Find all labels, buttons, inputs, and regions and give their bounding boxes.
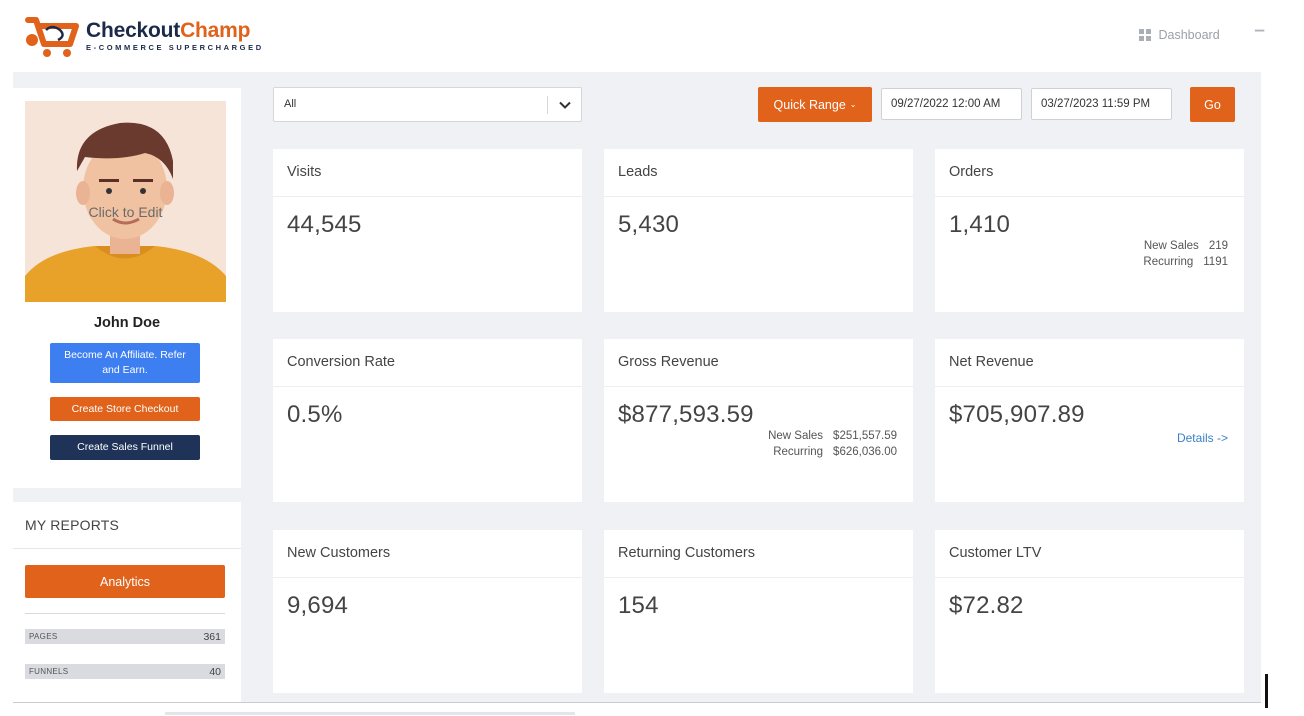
metric-value: $72.82 bbox=[949, 592, 1024, 619]
divider bbox=[273, 577, 582, 578]
divider bbox=[604, 577, 913, 578]
metric-sub-label: New Sales bbox=[1143, 240, 1199, 252]
metric-sub-new-sales: New Sales $251,557.59 bbox=[768, 430, 897, 442]
divider bbox=[25, 613, 225, 614]
metric-sub-value: $251,557.59 bbox=[833, 430, 897, 442]
store-filter-value: All bbox=[284, 98, 297, 110]
caret-down-icon: ⌄ bbox=[849, 100, 857, 109]
metric-value: $877,593.59 bbox=[618, 401, 754, 428]
logo-name: CheckoutChamp bbox=[86, 19, 251, 42]
metric-sub-recurring: Recurring $626,036.00 bbox=[773, 446, 897, 458]
top-header: CheckoutChamp E-COMMERCE SUPERCHARGED Da… bbox=[0, 0, 1304, 72]
logo-tagline: E-COMMERCE SUPERCHARGED bbox=[86, 43, 264, 52]
metric-title: New Customers bbox=[287, 545, 391, 561]
metric-title: Net Revenue bbox=[949, 354, 1034, 370]
nav-dashboard-link[interactable]: Dashboard bbox=[1139, 28, 1220, 42]
metric-sub-recurring: Recurring 1191 bbox=[1143, 256, 1228, 268]
create-store-checkout-button[interactable]: Create Store Checkout bbox=[50, 397, 200, 421]
metric-card-gross-revenue: Gross Revenue $877,593.59 New Sales $251… bbox=[604, 339, 913, 502]
metric-card-net-revenue: Net Revenue $705,907.89 Details -> bbox=[935, 339, 1244, 502]
quick-range-label: Quick Range bbox=[773, 97, 846, 112]
metric-title: Gross Revenue bbox=[618, 354, 719, 370]
metric-sub-label: New Sales bbox=[768, 430, 824, 442]
metric-value: 5,430 bbox=[618, 211, 680, 238]
divider bbox=[13, 548, 241, 549]
metric-value: 0.5% bbox=[287, 401, 343, 428]
metric-value: 154 bbox=[618, 592, 659, 619]
metric-value: 1,410 bbox=[949, 211, 1011, 238]
avatar[interactable]: Click to Edit bbox=[25, 101, 226, 302]
report-stat-label: FUNNELS bbox=[29, 667, 69, 676]
my-reports-title: MY REPORTS bbox=[25, 517, 120, 533]
analytics-button[interactable]: Analytics bbox=[25, 565, 225, 598]
logo[interactable]: CheckoutChamp E-COMMERCE SUPERCHARGED bbox=[22, 12, 264, 60]
metric-card-new-customers: New Customers 9,694 bbox=[273, 530, 582, 693]
user-name: John Doe bbox=[93, 315, 161, 331]
create-sales-funnel-button[interactable]: Create Sales Funnel bbox=[50, 435, 200, 460]
metric-value: 44,545 bbox=[287, 211, 362, 238]
divider bbox=[604, 196, 913, 197]
user-avatar-icon bbox=[25, 101, 226, 302]
date-to-input[interactable] bbox=[1031, 88, 1172, 120]
metric-card-conversion-rate: Conversion Rate 0.5% bbox=[273, 339, 582, 502]
date-from-input[interactable] bbox=[881, 88, 1022, 120]
my-reports-card: MY REPORTS Analytics PAGES 361 FUNNELS 4… bbox=[13, 502, 241, 702]
profile-card: Click to Edit John Doe Become An Affilia… bbox=[13, 88, 241, 488]
report-stat-value: 40 bbox=[209, 665, 221, 678]
become-affiliate-button[interactable]: Become An Affiliate. Refer and Earn. bbox=[50, 343, 200, 383]
divider bbox=[604, 386, 913, 387]
metric-title: Visits bbox=[287, 164, 322, 180]
metric-card-customer-ltv: Customer LTV $72.82 bbox=[935, 530, 1244, 693]
horizontal-scrollbar[interactable] bbox=[165, 712, 575, 715]
cart-logo-icon bbox=[25, 17, 79, 57]
divider bbox=[935, 386, 1244, 387]
metric-sub-label: Recurring bbox=[1143, 256, 1194, 268]
metric-sub-value: 1191 bbox=[1203, 256, 1228, 268]
text-cursor bbox=[1265, 674, 1268, 708]
metric-title: Orders bbox=[949, 164, 994, 180]
metric-card-orders: Orders 1,410 New Sales 219 Recurring 119… bbox=[935, 149, 1244, 312]
metric-title: Returning Customers bbox=[618, 545, 755, 561]
metric-title: Customer LTV bbox=[949, 545, 1042, 561]
divider bbox=[935, 196, 1244, 197]
metric-title: Leads bbox=[618, 164, 658, 180]
metric-card-visits: Visits 44,545 bbox=[273, 149, 582, 312]
bottom-divider bbox=[13, 702, 1261, 703]
quick-range-button[interactable]: Quick Range ⌄ bbox=[758, 87, 872, 122]
chevron-down-icon bbox=[559, 101, 571, 109]
go-button[interactable]: Go bbox=[1190, 87, 1235, 122]
divider bbox=[935, 577, 1244, 578]
report-stat-pages[interactable]: PAGES 361 bbox=[25, 629, 225, 644]
metric-sub-new-sales: New Sales 219 bbox=[1144, 240, 1228, 252]
metric-card-leads: Leads 5,430 bbox=[604, 149, 913, 312]
report-stat-value: 361 bbox=[203, 630, 221, 643]
select-separator bbox=[547, 96, 548, 114]
nav-overflow-icon[interactable]: ▔ bbox=[1255, 30, 1265, 44]
metric-value: 9,694 bbox=[287, 592, 349, 619]
metric-card-returning-customers: Returning Customers 154 bbox=[604, 530, 913, 693]
metric-sub-value: $626,036.00 bbox=[833, 446, 897, 458]
avatar-edit-hint: Click to Edit bbox=[88, 204, 163, 220]
grid-icon bbox=[1139, 29, 1151, 41]
divider bbox=[273, 196, 582, 197]
report-stat-funnels[interactable]: FUNNELS 40 bbox=[25, 664, 225, 679]
nav-dashboard-label: Dashboard bbox=[1158, 28, 1220, 42]
store-filter-select[interactable]: All bbox=[273, 87, 582, 122]
report-stat-label: PAGES bbox=[29, 632, 58, 641]
metric-sub-label: Recurring bbox=[773, 446, 824, 458]
metric-value: $705,907.89 bbox=[949, 401, 1085, 428]
divider bbox=[273, 386, 582, 387]
net-revenue-details-link[interactable]: Details -> bbox=[1176, 431, 1228, 445]
metric-sub-value: 219 bbox=[1208, 240, 1228, 252]
metric-title: Conversion Rate bbox=[287, 354, 395, 370]
